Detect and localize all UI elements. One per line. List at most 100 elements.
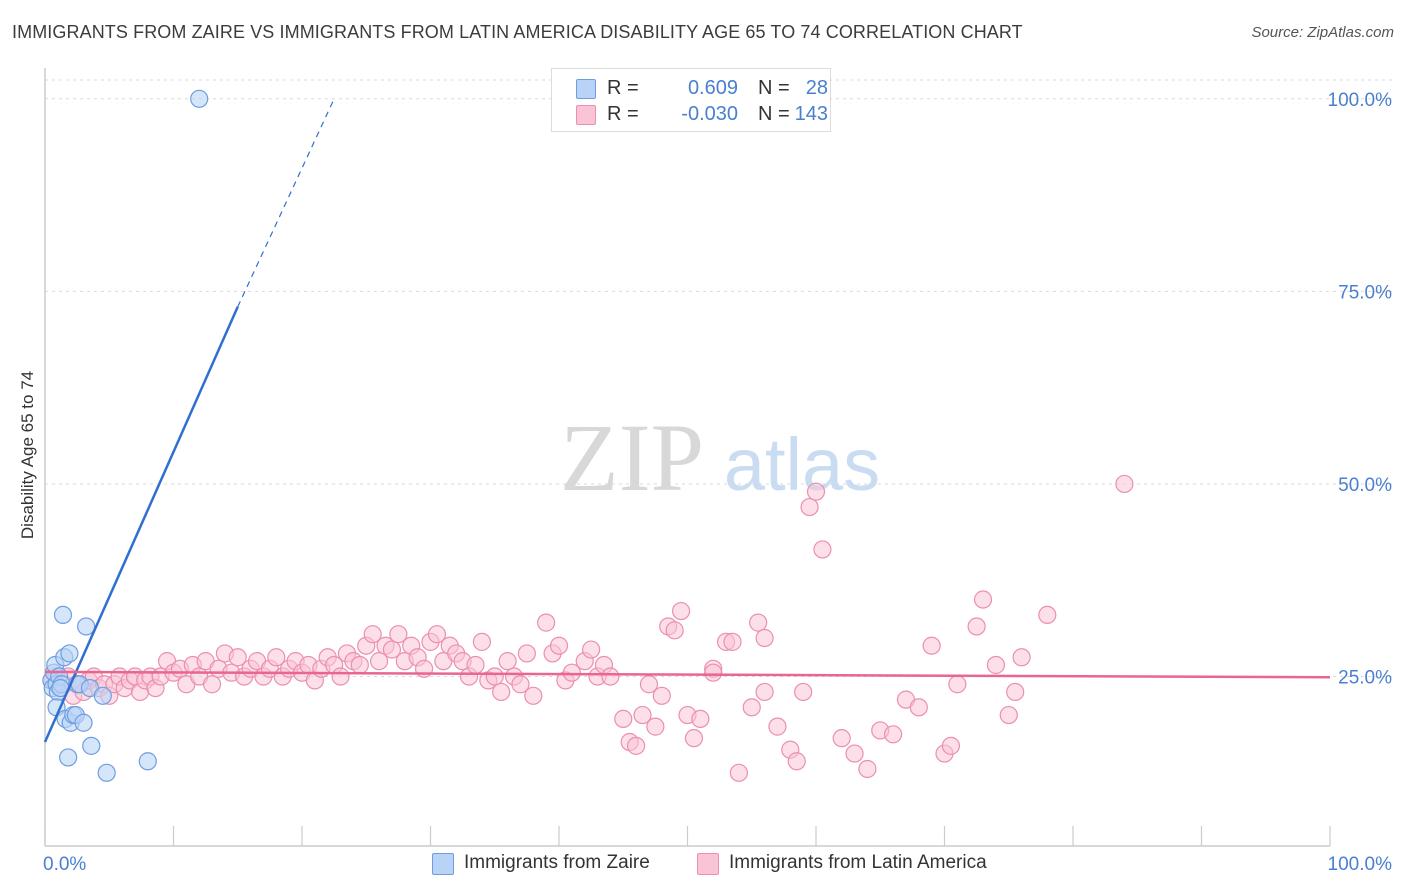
x-tick-label-left: 0.0% bbox=[43, 854, 86, 875]
y-tick-label: 100.0% bbox=[1328, 90, 1393, 111]
latam-point bbox=[1012, 648, 1031, 667]
y-tick-label: 50.0% bbox=[1338, 475, 1392, 496]
latam-point bbox=[639, 675, 659, 694]
latam-point bbox=[967, 617, 986, 636]
latam-point bbox=[601, 667, 620, 686]
latam-point bbox=[948, 675, 967, 694]
legend-n-value: 143 bbox=[794, 103, 828, 125]
legend-n-value: 28 bbox=[805, 77, 828, 99]
latam-points bbox=[42, 474, 1134, 782]
axes bbox=[44, 68, 1331, 847]
latam-point bbox=[562, 663, 581, 682]
latam-point bbox=[414, 659, 434, 678]
chart-title: IMMIGRANTS FROM ZAIRE VS IMMIGRANTS FROM… bbox=[12, 22, 1023, 42]
y-tick-label: 25.0% bbox=[1338, 668, 1392, 689]
legend-swatch-zaire bbox=[576, 79, 596, 99]
latam-point bbox=[633, 705, 652, 725]
latam-point bbox=[646, 717, 665, 736]
latam-point bbox=[742, 698, 761, 717]
latam-point bbox=[517, 644, 536, 663]
legend-swatch-latam bbox=[576, 105, 596, 125]
latam-point bbox=[973, 590, 993, 609]
zaire-point bbox=[74, 713, 93, 732]
zaire-point bbox=[59, 748, 78, 767]
watermark-atlas: atlas bbox=[724, 423, 880, 506]
latam-point bbox=[363, 625, 382, 644]
latam-point bbox=[472, 632, 491, 651]
legend-swatch-latam bbox=[697, 853, 719, 875]
latam-point bbox=[652, 686, 671, 705]
legend-swatch-zaire bbox=[432, 853, 454, 875]
latam-point bbox=[755, 682, 774, 702]
legend-n-label: N = bbox=[758, 103, 790, 125]
latam-point bbox=[986, 655, 1006, 675]
latam-point bbox=[800, 497, 819, 517]
latam-point bbox=[626, 736, 646, 755]
latam-point bbox=[549, 636, 569, 655]
latam-point bbox=[858, 759, 877, 779]
latam-point bbox=[806, 482, 826, 501]
legend-r-label: R = bbox=[607, 77, 639, 99]
latam-point bbox=[492, 682, 511, 702]
latam-trend-line bbox=[44, 670, 1331, 679]
zaire-point bbox=[190, 89, 209, 108]
latam-point bbox=[1038, 605, 1057, 625]
zaire-point bbox=[77, 617, 96, 636]
tick-labels: 100.0% 75.0% 50.0% 25.0% 0.0% 100.0% bbox=[43, 90, 1392, 875]
watermark-zip: ZIP bbox=[560, 404, 704, 511]
latam-point bbox=[267, 648, 286, 667]
latam-point bbox=[999, 705, 1018, 725]
latam-point bbox=[941, 736, 961, 755]
latam-point bbox=[787, 752, 806, 771]
latam-point bbox=[582, 640, 601, 659]
latam-point bbox=[537, 613, 556, 632]
latam-point bbox=[671, 601, 691, 621]
x-tick-label-right: 100.0% bbox=[1328, 854, 1393, 875]
source-credit: Source: ZipAtlas.com bbox=[1251, 24, 1394, 41]
zaire-point bbox=[60, 644, 79, 663]
zaire-point bbox=[138, 752, 157, 771]
zaire-trend-extension bbox=[237, 98, 335, 308]
legend-r-value: -0.030 bbox=[681, 103, 738, 125]
latam-point bbox=[1006, 682, 1025, 702]
latam-point bbox=[466, 655, 485, 675]
legend-r-value: 0.609 bbox=[687, 77, 738, 99]
gridlines bbox=[45, 79, 1392, 678]
latam-point bbox=[794, 682, 813, 702]
latam-point bbox=[883, 725, 903, 744]
legend-n-label: N = bbox=[758, 77, 790, 99]
zaire-point bbox=[93, 686, 112, 705]
latam-point bbox=[845, 744, 864, 763]
y-tick-label: 75.0% bbox=[1338, 282, 1392, 303]
latam-point bbox=[691, 709, 710, 729]
latam-point bbox=[524, 686, 543, 705]
latam-point bbox=[665, 621, 684, 640]
latam-point bbox=[729, 763, 749, 782]
latam-point bbox=[202, 675, 222, 694]
latam-point bbox=[684, 729, 704, 748]
latam-point bbox=[832, 729, 851, 748]
latam-point bbox=[813, 540, 832, 559]
latam-point bbox=[382, 640, 402, 659]
latam-point bbox=[389, 625, 408, 644]
latam-point bbox=[485, 667, 504, 686]
legend-r-label: R = bbox=[607, 103, 639, 125]
latam-point bbox=[749, 613, 768, 632]
zaire-points bbox=[42, 89, 209, 782]
latam-point bbox=[350, 655, 369, 675]
latam-point bbox=[768, 717, 787, 736]
latam-point bbox=[427, 625, 447, 644]
legend-label-latam: Immigrants from Latin America bbox=[729, 852, 987, 873]
latam-point bbox=[331, 667, 350, 686]
latam-point bbox=[755, 628, 774, 648]
latam-point bbox=[498, 652, 517, 671]
trend-lines bbox=[43, 98, 1331, 743]
latam-point bbox=[1115, 474, 1134, 494]
latam-point bbox=[614, 709, 633, 729]
latam-point bbox=[723, 632, 742, 651]
latam-point bbox=[922, 636, 941, 655]
stats-legend: R = 0.609 N = 28 R = -0.030 N = 143 bbox=[551, 68, 831, 132]
latam-point bbox=[704, 663, 723, 682]
zaire-point bbox=[53, 605, 73, 625]
